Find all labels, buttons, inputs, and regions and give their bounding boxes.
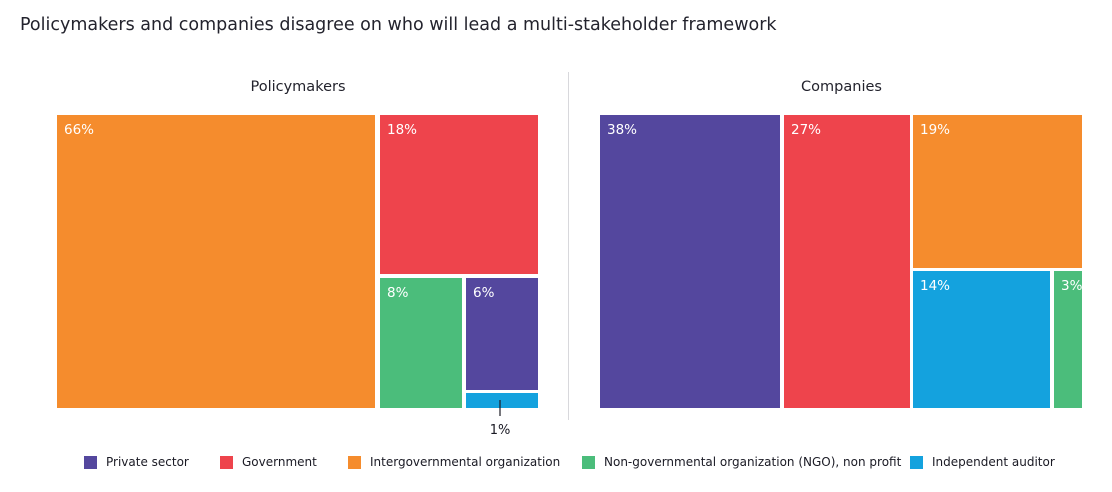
tile-label-policymakers-private: 6% — [473, 285, 495, 301]
tile-companies-auditor — [913, 271, 1050, 408]
legend-swatch-intergov — [348, 455, 361, 469]
tile-companies-private — [600, 115, 780, 408]
legend-item-ngo: Non-governmental organization (NGO), non… — [582, 455, 901, 469]
tile-policymakers-ngo — [380, 278, 462, 408]
tile-companies-intergov — [913, 115, 1082, 268]
panel-divider — [568, 72, 569, 420]
tile-companies-government — [784, 115, 910, 408]
tile-label-companies-intergov: 19% — [920, 122, 950, 138]
legend-swatch-private — [84, 455, 97, 469]
tile-label-policymakers-intergov: 66% — [64, 122, 94, 138]
tile-label-companies-private: 38% — [607, 122, 637, 138]
tile-label-companies-government: 27% — [791, 122, 821, 138]
chart-title: Policymakers and companies disagree on w… — [20, 15, 777, 35]
tile-label-policymakers-ngo: 8% — [387, 285, 409, 301]
treemap-chart: 66% 18% 8% 6% 1% 38% 27% 19% 14% 3% — [57, 115, 1083, 438]
tile-policymakers-private — [466, 278, 538, 390]
tile-label-companies-ngo: 3% — [1061, 278, 1083, 294]
tile-companies-ngo — [1054, 271, 1082, 408]
legend-label-auditor: Independent auditor — [932, 455, 1055, 469]
tile-policymakers-government — [380, 115, 538, 274]
legend-label-intergov: Intergovernmental organization — [370, 455, 561, 469]
legend: Private sector Government Intergovernmenta… — [0, 455, 1112, 475]
tile-policymakers-auditor — [466, 393, 538, 408]
legend-label-government: Government — [242, 455, 317, 469]
panel-title-companies: Companies — [801, 79, 882, 95]
panel-title-policymakers: Policymakers — [250, 79, 346, 95]
callout-label-policymakers-auditor: 1% — [490, 423, 511, 438]
tile-label-policymakers-government: 18% — [387, 122, 417, 138]
legend-item-government: Government — [220, 455, 317, 469]
legend-swatch-government — [220, 455, 233, 469]
legend-label-private: Private sector — [106, 455, 189, 469]
legend-swatch-ngo — [582, 455, 595, 469]
legend-item-intergov: Intergovernmental organization — [348, 455, 560, 469]
legend-item-private: Private sector — [84, 455, 189, 469]
legend-label-ngo: Non-governmental organization (NGO), non… — [604, 455, 902, 469]
tile-label-companies-auditor: 14% — [920, 278, 950, 294]
tile-policymakers-intergov — [57, 115, 375, 408]
legend-swatch-auditor — [910, 455, 923, 469]
legend-item-auditor: Independent auditor — [910, 455, 1055, 469]
